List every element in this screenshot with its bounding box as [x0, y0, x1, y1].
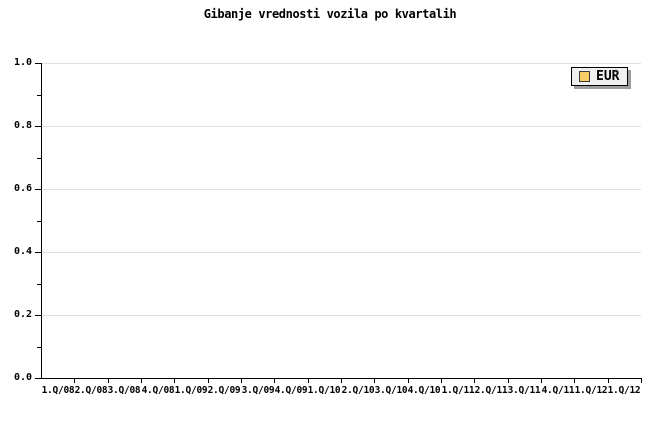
y-axis-minor-tick: [37, 347, 41, 348]
x-axis-tick: [274, 379, 275, 383]
y-axis-label: 0.6: [13, 183, 32, 194]
gridline: [42, 63, 641, 64]
x-axis-tick: [174, 379, 175, 383]
x-axis-tick: [374, 379, 375, 383]
y-axis-label: 0.8: [13, 120, 32, 131]
x-axis-label: 1.Q/08: [41, 385, 75, 396]
x-axis-label: 3.Q/08: [107, 385, 141, 396]
x-axis-tick: [308, 379, 309, 383]
x-axis-tick: [541, 379, 542, 383]
y-axis-minor-tick: [37, 158, 41, 159]
legend-label: EUR: [596, 69, 620, 84]
y-axis-major-tick: [35, 189, 41, 190]
y-axis-minor-tick: [37, 95, 41, 96]
y-axis-line: [41, 63, 42, 379]
y-axis-major-tick: [35, 378, 41, 379]
x-axis-label: 1.Q/12: [574, 385, 608, 396]
legend-swatch-eur-icon: [579, 71, 590, 82]
x-axis-tick: [508, 379, 509, 383]
chart-title: Gibanje vrednosti vozila po kvartalih: [203, 7, 457, 21]
x-axis-line: [41, 378, 642, 379]
x-axis-label: 1.Q/10: [307, 385, 341, 396]
x-axis-label: 3.Q/11: [507, 385, 541, 396]
x-axis-label: 2.Q/11: [474, 385, 508, 396]
x-axis-label: 3.Q/10: [374, 385, 408, 396]
x-axis-label: 4.Q/11: [541, 385, 575, 396]
y-axis-major-tick: [35, 315, 41, 316]
x-axis-tick: [474, 379, 475, 383]
x-axis-label: 4.Q/10: [407, 385, 441, 396]
y-axis-major-tick: [35, 252, 41, 253]
x-axis-tick: [141, 379, 142, 383]
y-axis-minor-tick: [37, 284, 41, 285]
x-axis-label: 1.Q/11: [441, 385, 475, 396]
x-axis-label: 2.Q/09: [207, 385, 241, 396]
x-axis-tick: [208, 379, 209, 383]
plot-area: 1.0 0.8 0.6 0.4 0.2 0.0 1.Q/08 2.Q/08 3.Q/08 4.Q…: [14, 57, 642, 396]
x-axis-tick: [74, 379, 75, 383]
legend: EUR: [571, 67, 628, 86]
x-axis-label: 3.Q/09: [241, 385, 275, 396]
x-axis-tick: [441, 379, 442, 383]
gridline: [42, 315, 641, 316]
x-axis-tick: [108, 379, 109, 383]
gridline: [42, 126, 641, 127]
x-axis-tick: [408, 379, 409, 383]
x-axis-label: 1.Q/12: [607, 385, 641, 396]
x-axis-tick: [641, 379, 642, 383]
y-axis-major-tick: [35, 63, 41, 64]
gridline: [42, 252, 641, 253]
x-axis-label: 2.Q/10: [341, 385, 375, 396]
x-axis-label: 4.Q/08: [141, 385, 175, 396]
y-axis-major-tick: [35, 126, 41, 127]
y-axis-label: 0.0: [13, 372, 32, 383]
x-axis-label: 4.Q/09: [274, 385, 308, 396]
x-axis-label: 2.Q/08: [74, 385, 108, 396]
y-axis-label: 1.0: [13, 57, 32, 68]
x-axis-tick: [341, 379, 342, 383]
y-axis-label: 0.2: [13, 309, 32, 320]
x-axis-tick: [608, 379, 609, 383]
y-axis-label: 0.4: [13, 246, 32, 257]
x-axis-tick: [574, 379, 575, 383]
x-axis-label: 1.Q/09: [174, 385, 208, 396]
gridline: [42, 189, 641, 190]
y-axis-minor-tick: [37, 221, 41, 222]
x-axis-tick: [241, 379, 242, 383]
